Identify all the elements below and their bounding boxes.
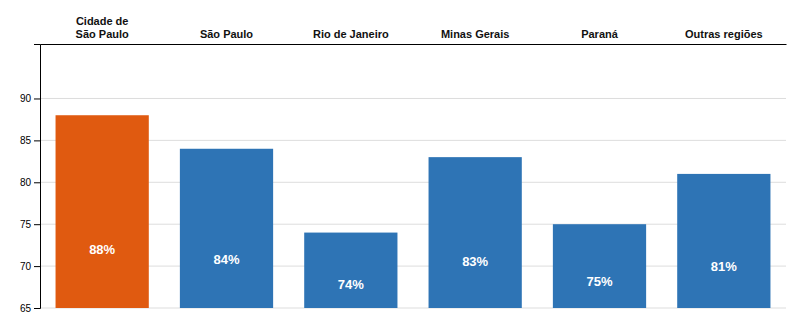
grid-line [40, 308, 786, 309]
y-tick: 75 [20, 219, 40, 230]
x-axis-line [41, 44, 787, 45]
plot: 88% 84% 74% 83% 75% 81% 65 70 75 80 85 90 Cidade deS… [20, 15, 787, 314]
y-tick: 80 [20, 177, 40, 188]
y-tick-label: 90 [20, 93, 32, 104]
x-tick: São Paulo [200, 28, 253, 40]
y-tick: 65 [20, 303, 40, 314]
y-tick: 70 [20, 261, 40, 272]
y-tick: 85 [20, 135, 40, 146]
y-axis-line [34, 45, 41, 309]
data-label: 81% [711, 259, 737, 274]
y-tick-mark [34, 308, 40, 309]
bar [180, 149, 273, 308]
y-tick-mark [34, 182, 40, 183]
x-tick-label: Minas Gerais [441, 28, 509, 40]
y-tick-mark [34, 140, 40, 141]
x-tick-label: Cidade deSão Paulo [76, 15, 129, 40]
x-tick-label: Outras regiões [685, 28, 763, 40]
y-tick-label: 80 [20, 177, 32, 188]
grid-line [40, 224, 786, 225]
x-axis: Cidade deSão Paulo São Paulo Rio de Janeir… [41, 15, 787, 45]
data-label: 84% [213, 252, 239, 267]
bar [677, 174, 770, 308]
data-labels: 88% 84% 74% 83% 75% 81% [89, 242, 737, 292]
bar [553, 224, 646, 308]
bars [56, 115, 771, 308]
x-tick: Rio de Janeiro [313, 28, 389, 40]
chart-container: 88% 84% 74% 83% 75% 81% 65 70 75 80 85 90 Cidade deS… [0, 0, 800, 322]
x-tick-label: São Paulo [200, 28, 253, 40]
data-label: 75% [586, 274, 612, 289]
x-tick: Outras regiões [685, 28, 763, 40]
x-tick: Minas Gerais [441, 28, 509, 40]
y-tick: 90 [20, 93, 40, 104]
y-tick-mark [34, 266, 40, 267]
grid-line [40, 182, 786, 183]
grid-line [40, 98, 786, 99]
y-tick-label: 70 [20, 261, 32, 272]
data-label: 88% [89, 242, 115, 257]
y-tick-label: 75 [20, 219, 32, 230]
grid [40, 98, 786, 308]
x-tick-label: Rio de Janeiro [313, 28, 389, 40]
bar [429, 157, 522, 308]
x-tick-label: Paraná [581, 28, 619, 40]
bar [56, 115, 149, 308]
y-tick-label: 85 [20, 135, 32, 146]
grid-line [40, 266, 786, 267]
bar [304, 233, 397, 308]
y-tick-mark [34, 224, 40, 225]
y-axis: 65 70 75 80 85 90 [20, 45, 41, 314]
x-tick: Paraná [581, 28, 619, 40]
x-tick: Cidade deSão Paulo [76, 15, 129, 40]
grid-line [40, 140, 786, 141]
y-tick-mark [34, 98, 40, 99]
y-tick-label: 65 [20, 303, 32, 314]
chart-svg: 88% 84% 74% 83% 75% 81% 65 70 75 80 85 90 Cidade deS… [0, 0, 800, 322]
data-label: 83% [462, 254, 488, 269]
data-label: 74% [338, 277, 364, 292]
